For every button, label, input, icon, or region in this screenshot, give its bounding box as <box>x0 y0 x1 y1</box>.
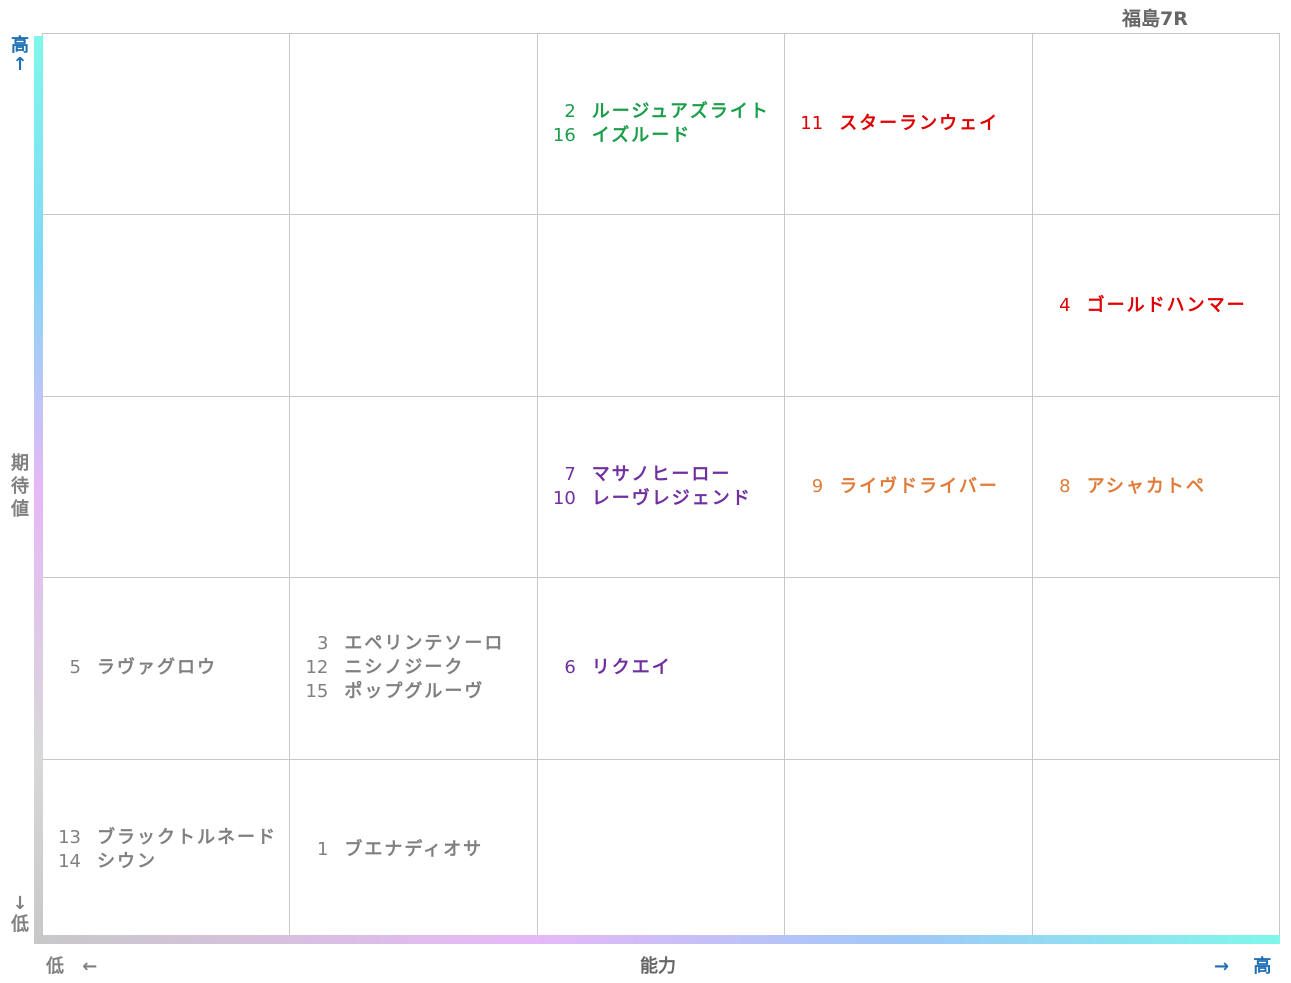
y-label: 期待値 <box>11 453 29 520</box>
horse-name: ラヴァグロウ <box>97 657 217 679</box>
horse-number: 14 <box>58 850 81 872</box>
horse-number: 11 <box>800 113 824 135</box>
horse-entry: 4 ゴールドハンマー <box>1033 294 1279 318</box>
horse-number: 2 <box>564 101 576 123</box>
horse-name: スターランウェイ <box>839 113 1000 135</box>
horse-number: 3 <box>316 633 329 655</box>
grid-cell <box>43 396 291 579</box>
grid-cell: 2 ルージュアズライト 16 イズルード <box>537 34 786 216</box>
y-low: ↓低 <box>11 893 29 935</box>
grid-cell <box>290 34 538 216</box>
horse-entry: 7 マサノヒーロー <box>538 463 784 487</box>
grid-cell <box>290 215 538 397</box>
horse-number: 9 <box>811 475 824 497</box>
grid-cell <box>1032 34 1280 216</box>
y-high: 高↑ <box>11 35 29 75</box>
horse-name: ブエナディオサ <box>344 838 484 860</box>
horse-entry: 3 エペリンテソーロ <box>290 632 536 656</box>
x-low: 低 ← <box>46 956 98 977</box>
horse-number: 13 <box>58 826 81 848</box>
x-high: → 高 <box>1214 956 1272 977</box>
grid-cell: 11 スターランウェイ <box>785 34 1033 216</box>
horse-name: ポップグルーヴ <box>344 681 485 703</box>
grid-cell <box>43 215 291 397</box>
grid-cell: 5 ラヴァグロウ <box>43 578 291 760</box>
x-label: 能力 <box>640 956 676 977</box>
grid-cell <box>785 578 1033 760</box>
grid-cell <box>290 396 538 579</box>
horse-entry: 11 スターランウェイ <box>785 112 1031 136</box>
horse-entry: 9 ライヴドライバー <box>785 475 1031 499</box>
horse-entry: 1 ブエナディオサ <box>290 838 536 862</box>
grid-cell: 13 ブラックトルネード 14 シウン <box>43 759 291 941</box>
horse-number: 1 <box>316 838 329 860</box>
y-axis-bar <box>34 36 43 940</box>
horse-name: ブラックトルネード <box>97 826 277 848</box>
grid-cell <box>785 215 1033 397</box>
horse-entry: 5 ラヴァグロウ <box>43 656 289 680</box>
horse-number: 12 <box>305 657 329 679</box>
horse-name: シウン <box>97 850 157 872</box>
horse-number: 6 <box>564 657 576 679</box>
horse-entry: 10 レーヴレジェンド <box>538 487 784 511</box>
grid-cell: 8 アシャカトペ <box>1032 396 1280 579</box>
horse-entry: 8 アシャカトペ <box>1033 475 1279 499</box>
horse-entry: 15 ポップグルーヴ <box>290 680 536 704</box>
horse-entry: 13 ブラックトルネード <box>43 826 289 850</box>
horse-number: 5 <box>69 657 81 679</box>
grid-cell: 4 ゴールドハンマー <box>1032 215 1280 397</box>
horse-number: 4 <box>1059 294 1071 316</box>
horse-number: 15 <box>305 681 329 703</box>
grid-cell: 3 エペリンテソーロ 12 ニシノジーク 15 ポップグルーヴ <box>290 578 538 760</box>
horse-name: アシャカトペ <box>1086 475 1206 497</box>
title: 福島7R <box>1122 8 1188 30</box>
horse-name: マサノヒーロー <box>591 463 732 485</box>
grid-cell: 9 ライヴドライバー <box>785 396 1033 579</box>
horse-name: ニシノジーク <box>344 657 465 679</box>
horse-number: 8 <box>1059 475 1071 497</box>
horse-number: 10 <box>552 487 576 509</box>
horse-name: ルージュアズライト <box>591 101 770 123</box>
horse-name: リクエイ <box>591 657 672 679</box>
horse-number: 7 <box>564 463 576 485</box>
horse-name: エペリンテソーロ <box>344 633 505 655</box>
horse-name: イズルード <box>591 125 692 147</box>
horse-name: ライヴドライバー <box>839 475 999 497</box>
horse-entry: 14 シウン <box>43 850 289 874</box>
grid-cell: 6 リクエイ <box>537 578 786 760</box>
x-axis-bar <box>34 935 1280 944</box>
grid-cell <box>43 34 291 216</box>
horse-name: ゴールドハンマー <box>1086 294 1247 316</box>
horse-entry: 12 ニシノジーク <box>290 656 536 680</box>
horse-entry: 6 リクエイ <box>538 656 784 680</box>
horse-entry: 2 ルージュアズライト <box>538 100 784 124</box>
horse-entry: 16 イズルード <box>538 124 784 148</box>
grid-cell: 7 マサノヒーロー 10 レーヴレジェンド <box>537 396 786 579</box>
horse-number: 16 <box>552 125 576 147</box>
grid-cell <box>1032 578 1280 760</box>
horse-name: レーヴレジェンド <box>591 487 752 509</box>
grid-cell <box>537 215 786 397</box>
